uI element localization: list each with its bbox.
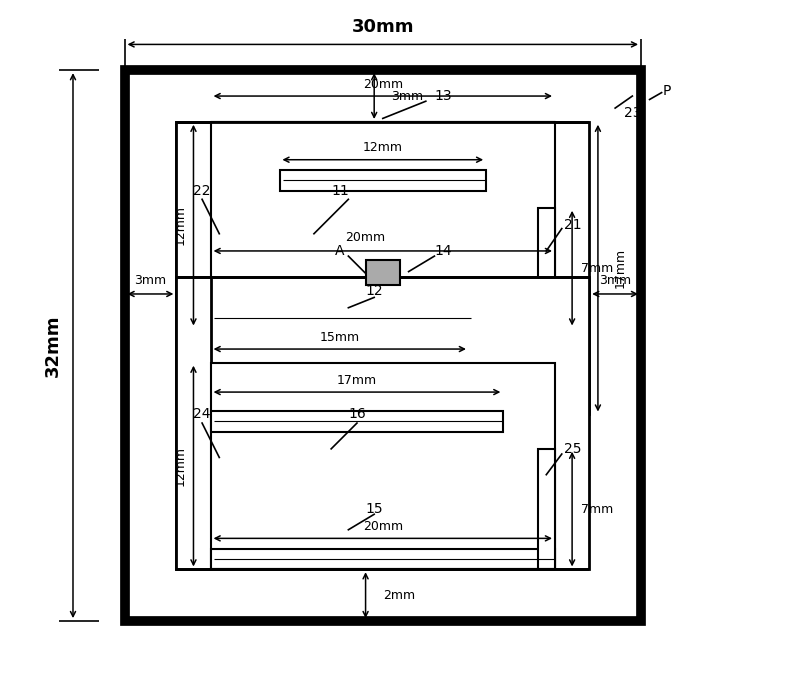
Bar xyxy=(176,122,210,415)
Text: 20mm: 20mm xyxy=(362,78,403,90)
Bar xyxy=(176,277,210,570)
Text: 20mm: 20mm xyxy=(362,520,403,533)
Bar xyxy=(210,122,555,328)
Text: P: P xyxy=(662,84,671,98)
Text: 7mm: 7mm xyxy=(581,503,613,516)
Text: 3mm: 3mm xyxy=(134,274,166,286)
Text: 16: 16 xyxy=(348,408,366,421)
Bar xyxy=(538,208,555,328)
Text: 12mm: 12mm xyxy=(174,205,186,245)
Text: 20mm: 20mm xyxy=(346,231,386,244)
Bar xyxy=(210,308,469,328)
Bar xyxy=(125,70,641,621)
Text: 7mm: 7mm xyxy=(581,262,613,275)
Text: 12: 12 xyxy=(366,284,383,297)
Text: 25: 25 xyxy=(563,442,581,456)
Text: 15: 15 xyxy=(366,502,383,516)
Text: 15mm: 15mm xyxy=(320,330,360,344)
Text: 17mm: 17mm xyxy=(337,373,377,386)
Text: 32mm: 32mm xyxy=(43,314,62,377)
Text: A: A xyxy=(335,244,345,258)
Text: 12mm: 12mm xyxy=(174,446,186,486)
Bar xyxy=(210,549,555,570)
Text: 12mm: 12mm xyxy=(362,141,402,154)
Text: 21: 21 xyxy=(563,218,581,232)
Text: 13: 13 xyxy=(434,89,452,103)
Text: 22: 22 xyxy=(194,184,211,197)
Bar xyxy=(279,170,486,191)
Text: 2mm: 2mm xyxy=(382,588,415,602)
Bar xyxy=(538,449,555,570)
Bar xyxy=(176,122,590,415)
Text: 30mm: 30mm xyxy=(351,18,414,36)
Text: 17mm: 17mm xyxy=(614,248,626,288)
Text: 23: 23 xyxy=(624,106,642,120)
Bar xyxy=(366,259,400,285)
Bar xyxy=(210,411,503,431)
Text: 3mm: 3mm xyxy=(599,274,631,286)
Text: 11: 11 xyxy=(331,184,349,197)
Text: 14: 14 xyxy=(434,244,452,258)
Bar xyxy=(210,363,555,570)
Bar xyxy=(176,277,590,570)
Text: 24: 24 xyxy=(194,408,211,421)
Text: 3mm: 3mm xyxy=(391,90,423,102)
